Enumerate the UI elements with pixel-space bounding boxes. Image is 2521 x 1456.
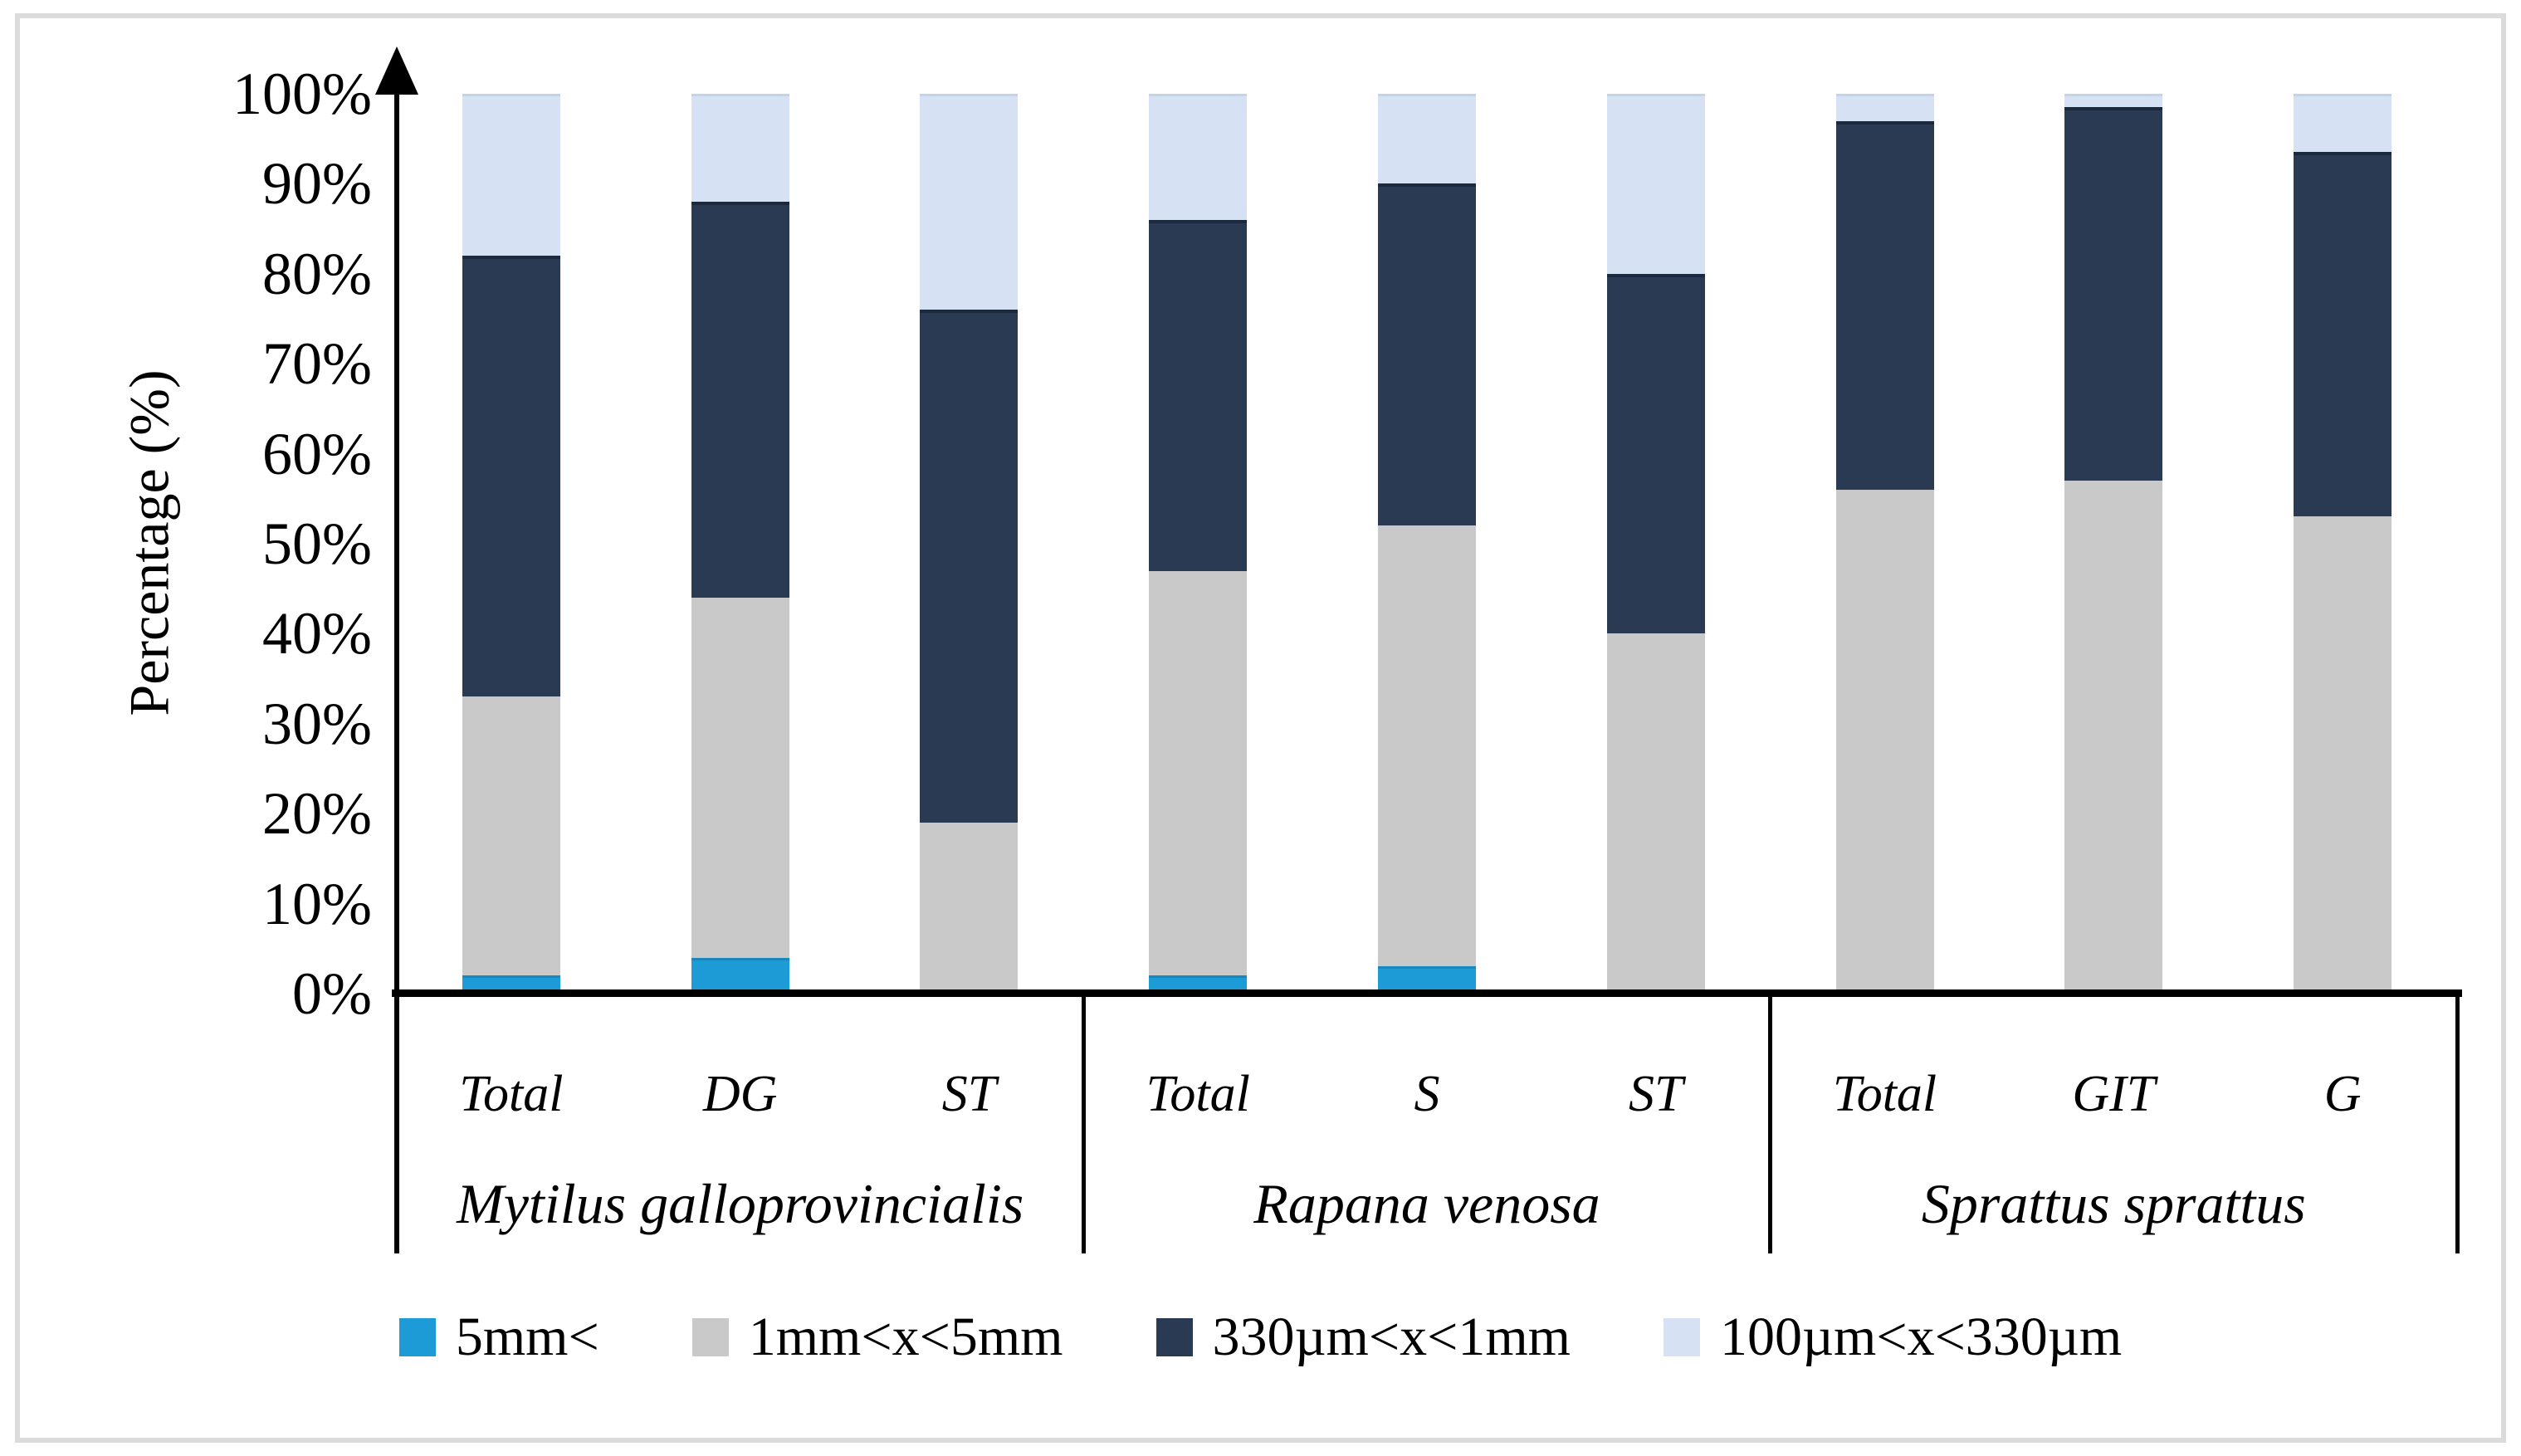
legend-label: 5mm< [455,1307,599,1367]
legend-item: 330µm<x<1mm [1155,1300,1571,1375]
bar-segment [691,598,789,958]
bar-segment [691,94,789,203]
bar-segment [1149,219,1248,571]
bar-segment [2294,94,2392,153]
bar-segment [920,823,1019,994]
legend-label: 100µm<x<330µm [1720,1307,2123,1367]
legend-item: 1mm<x<5mm [691,1300,1063,1375]
y-tick-label: 40% [262,600,372,667]
tissue-label: Total [1146,1066,1250,1122]
bar-segment [1149,570,1248,976]
y-axis-arrowhead-icon [375,46,418,95]
y-axis-line [394,83,399,1253]
bar-segment [1835,120,1934,490]
bar-segment [920,94,1019,310]
y-tick-label: 10% [262,870,372,937]
bar-segment [462,94,560,257]
legend-swatch-icon [1155,1318,1193,1356]
bar-segment [1378,525,1476,967]
y-tick-label: 90% [262,150,372,217]
y-tick-label: 60% [262,420,372,487]
bar-segment [462,256,560,697]
group-divider-line [2455,994,2460,1253]
legend: 5mm< 1mm<x<5mm 330µm<x<1mm 100µm<x<330µm [0,1300,2521,1375]
group-divider-line [1081,994,1086,1253]
bar-segment [691,957,789,994]
bar-segment [1378,183,1476,526]
y-tick-label: 100% [232,61,372,127]
group-divider-line [394,994,399,1253]
y-tick-label: 70% [262,330,372,398]
y-tick-label: 20% [262,780,372,848]
y-tick-label: 80% [262,240,372,307]
bar-segment [1149,975,1248,994]
bar-segment [462,975,560,994]
tissue-label: GIT [2072,1066,2156,1122]
species-label: Rapana venosa [1253,1172,1600,1235]
bar-segment [1149,94,1248,220]
bar-segment [691,202,789,599]
legend-label: 1mm<x<5mm [748,1307,1063,1367]
bar-segment [1606,94,1705,274]
bar-segment [2064,107,2163,481]
bar-segment [2064,481,2163,994]
bar-segment [1606,273,1705,634]
tissue-label: Total [459,1066,564,1122]
legend-swatch-icon [398,1318,436,1356]
tissue-label: DG [702,1066,778,1122]
legend-item: 100µm<x<330µm [1664,1300,2122,1375]
bar-segment [1835,489,1934,994]
legend-swatch-icon [1664,1318,1700,1356]
y-tick-label: 0% [292,960,372,1027]
legend-swatch-icon [691,1318,729,1356]
tissue-label: S [1414,1066,1440,1122]
bar-segment [2294,152,2392,517]
x-axis-baseline [392,989,2462,997]
legend-item: 5mm< [398,1300,599,1375]
species-label: Sprattus sprattus [1921,1172,2306,1235]
bar-segment [2064,94,2163,108]
bar-segment [920,310,1019,823]
bar-segment [1835,94,1934,121]
bar-segment [2294,516,2392,994]
species-label: Mytilus galloprovincialis [457,1172,1024,1235]
y-tick-label: 50% [262,511,372,577]
bar-segment [1378,94,1476,184]
group-divider-line [1768,994,1773,1253]
tissue-label: ST [941,1066,997,1122]
tissue-label: G [2323,1066,2362,1122]
bar-segment [1606,633,1705,994]
legend-label: 330µm<x<1mm [1212,1307,1571,1367]
bar-segment [462,696,560,976]
bar-segment [1378,966,1476,994]
tissue-label: Total [1832,1066,1937,1122]
y-tick-label: 30% [262,690,372,757]
tissue-label: ST [1629,1066,1683,1122]
